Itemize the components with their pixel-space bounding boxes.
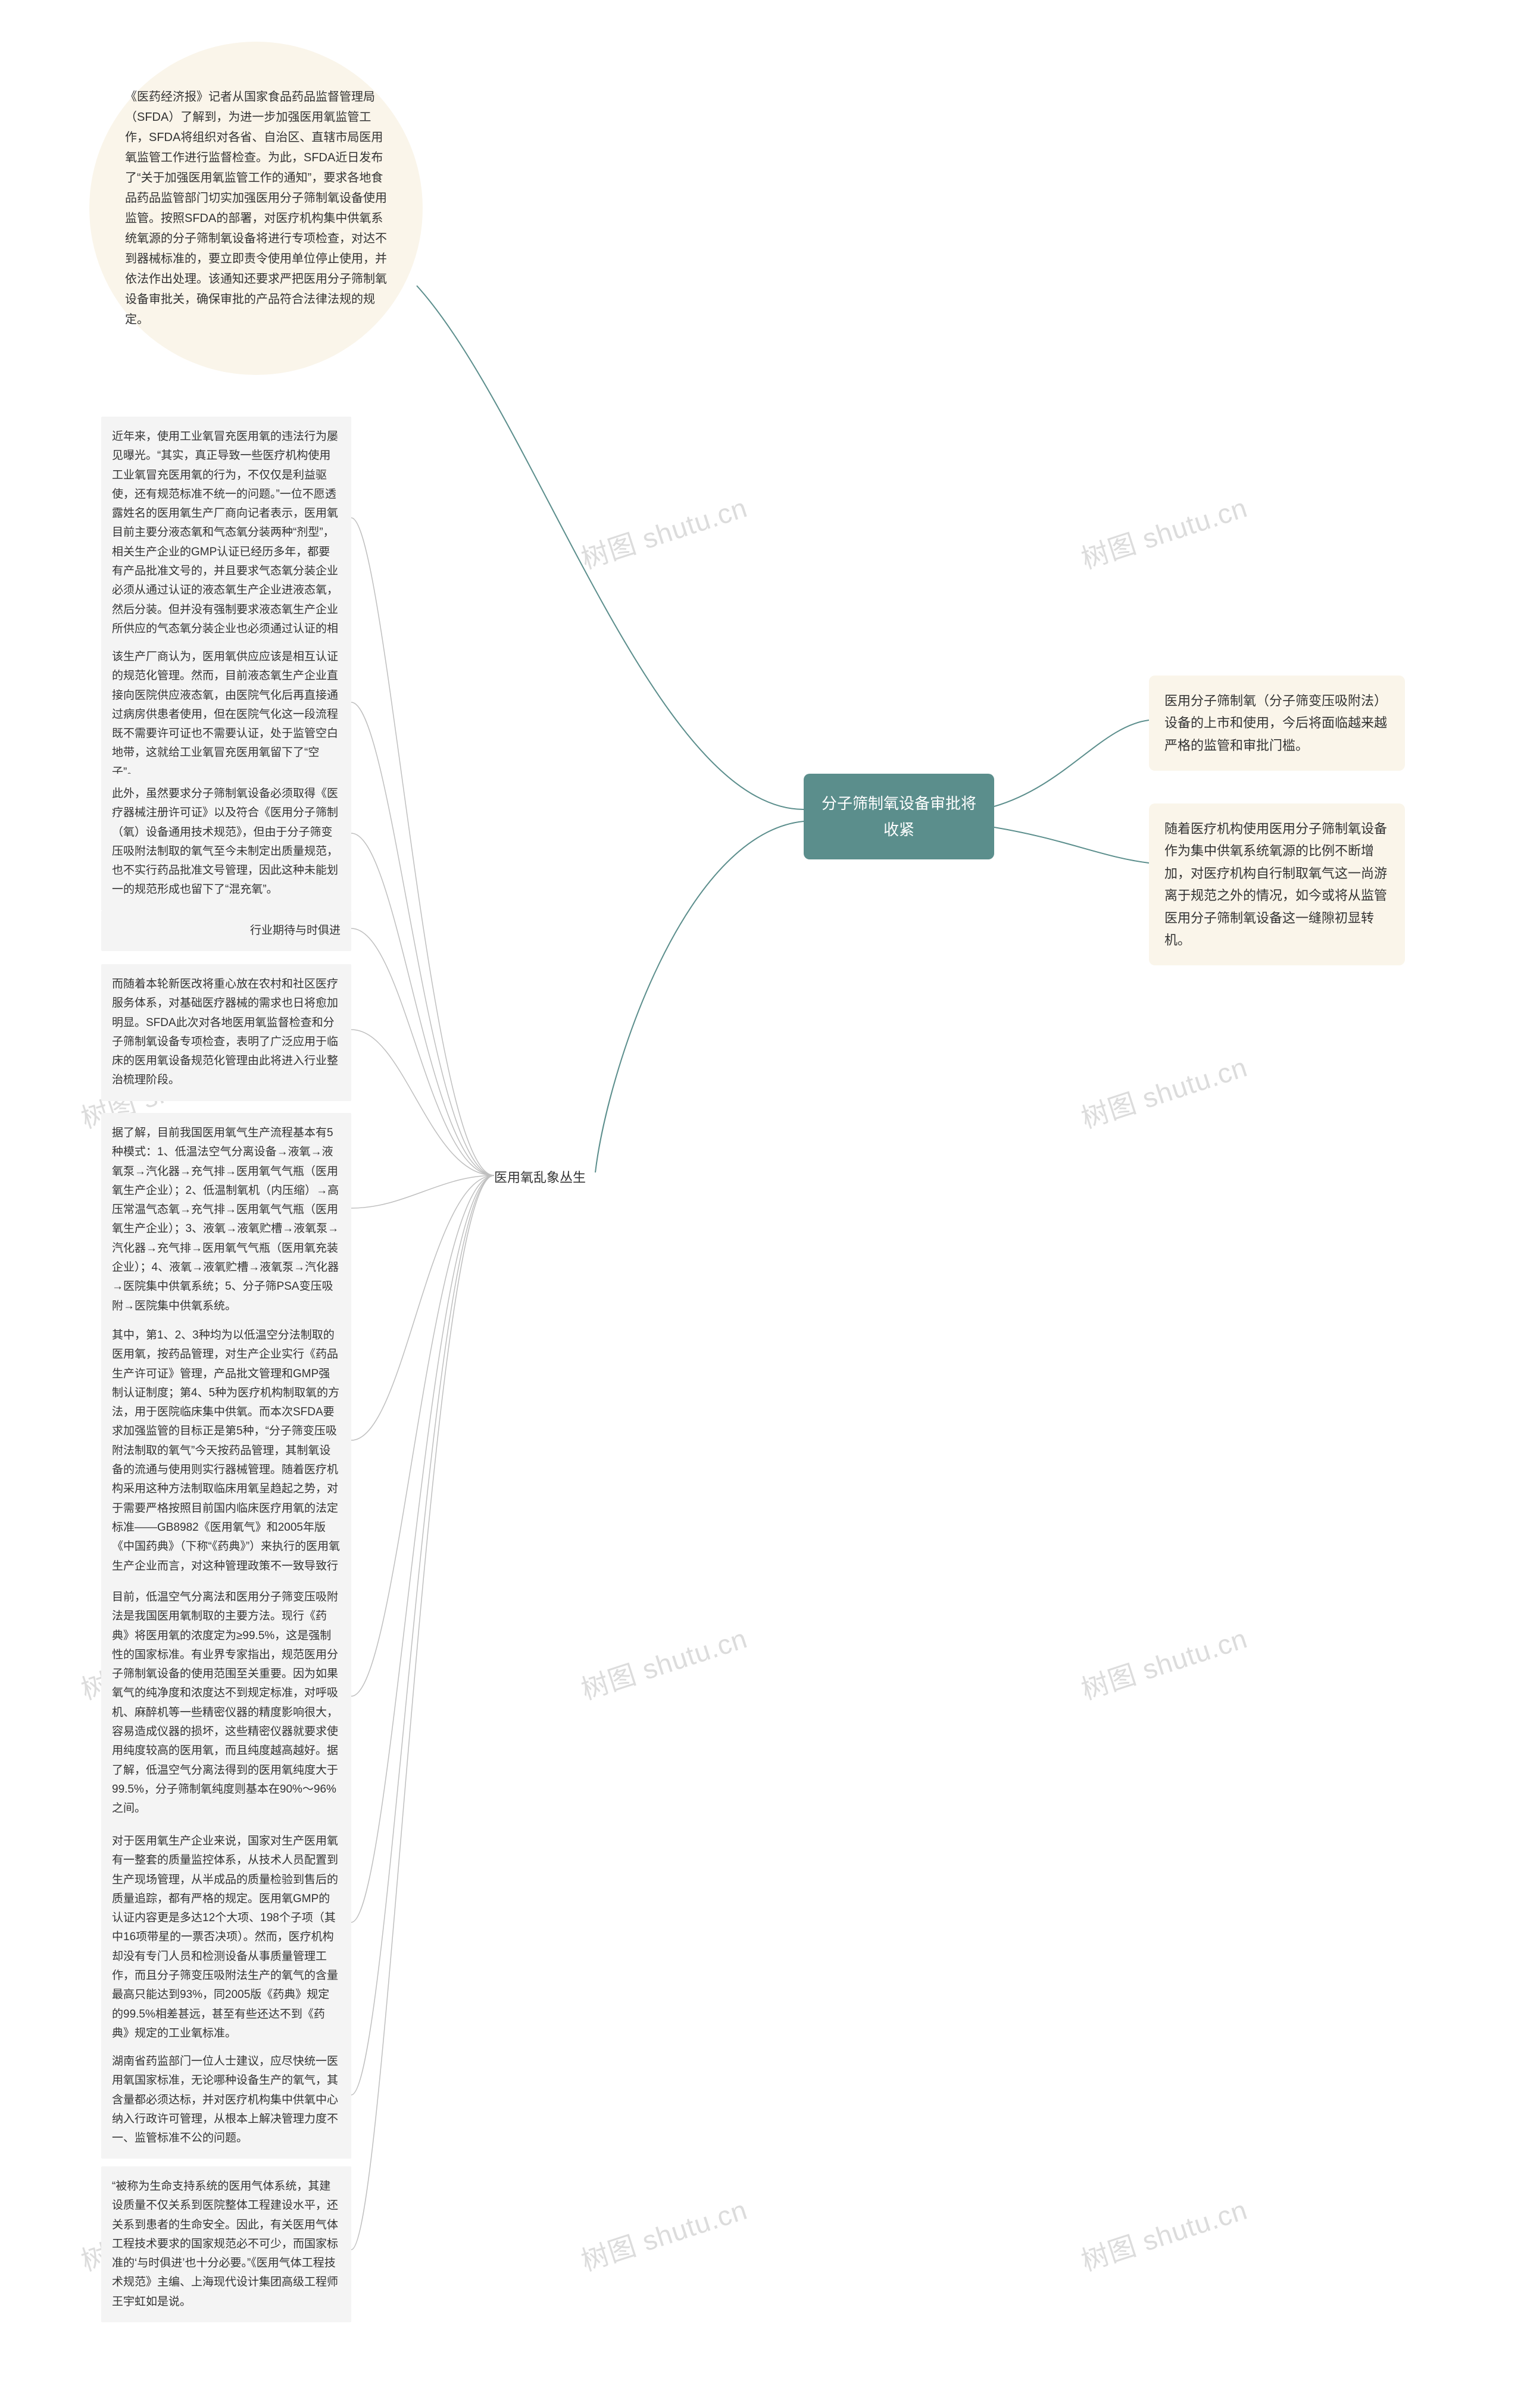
detail-box-5[interactable]: 据了解，目前我国医用氧气生产流程基本有5种模式：1、低温法空气分离设备→液氧→液… [101, 1113, 351, 1327]
center-topic[interactable]: 分子筛制氧设备审批将收紧 [804, 774, 994, 859]
section-label-text: 医用氧乱象丛生 [494, 1170, 586, 1185]
detail-box-9[interactable]: 湖南省药监部门一位人士建议，应尽快统一医用氧国家标准，无论哪种设备生产的氧气，其… [101, 2041, 351, 2159]
detail-text: 据了解，目前我国医用氧气生产流程基本有5种模式：1、低温法空气分离设备→液氧→液… [112, 1127, 339, 1312]
detail-box-6[interactable]: 其中，第1、2、3种均为以低温空分法制取的医用氧，按药品管理，对生产企业实行《药… [101, 1315, 351, 1606]
center-topic-text: 分子筛制氧设备审批将收紧 [822, 795, 976, 839]
detail-text: “被称为生命支持系统的医用气体系统，其建设质量不仅关系到医院整体工程建设水平，还… [112, 2180, 338, 2308]
watermark: 树图 shutu.cn [1076, 2188, 1252, 2279]
detail-box-10[interactable]: “被称为生命支持系统的医用气体系统，其建设质量不仅关系到医院整体工程建设水平，还… [101, 2166, 351, 2322]
detail-text: 近年来，使用工业氧冒充医用氧的违法行为屡见曝光。“其实，真正导致一些医疗机构使用… [112, 430, 338, 654]
right-note-1[interactable]: 医用分子筛制氧（分子筛变压吸附法）设备的上市和使用，今后将面临越来越严格的监管和… [1149, 676, 1405, 771]
watermark: 树图 shutu.cn [576, 1617, 752, 1708]
detail-box-7[interactable]: 目前，低温空气分离法和医用分子筛变压吸附法是我国医用氧制取的主要方法。现行《药典… [101, 1577, 351, 1830]
watermark: 树图 shutu.cn [1076, 1046, 1252, 1136]
section-label-chaos[interactable]: 医用氧乱象丛生 [494, 1167, 586, 1189]
watermark: 树图 shutu.cn [576, 2188, 752, 2279]
intro-bubble[interactable]: 《医药经济报》记者从国家食品药品监督管理局（SFDA）了解到，为进一步加强医用氧… [89, 42, 423, 375]
watermark: 树图 shutu.cn [1076, 486, 1252, 577]
intro-bubble-text: 《医药经济报》记者从国家食品药品监督管理局（SFDA）了解到，为进一步加强医用氧… [125, 87, 387, 330]
watermark: 树图 shutu.cn [576, 486, 752, 577]
detail-text: 其中，第1、2、3种均为以低温空分法制取的医用氧，按药品管理，对生产企业实行《药… [112, 1329, 340, 1591]
detail-box-1[interactable]: 该生产厂商认为，医用氧供应应该是相互认证的规范化管理。然而，目前液态氧生产企业直… [101, 637, 351, 793]
right-note-2-text: 随着医疗机构使用医用分子筛制氧设备作为集中供氧系统氧源的比例不断增加，对医疗机构… [1164, 821, 1387, 947]
detail-box-0[interactable]: 近年来，使用工业氧冒充医用氧的违法行为屡见曝光。“其实，真正导致一些医疗机构使用… [101, 417, 351, 669]
detail-text: 湖南省药监部门一位人士建议，应尽快统一医用氧国家标准，无论哪种设备生产的氧气，其… [112, 2055, 338, 2144]
detail-text: 目前，低温空气分离法和医用分子筛变压吸附法是我国医用氧制取的主要方法。现行《药典… [112, 1591, 338, 1815]
detail-text: 而随着本轮新医改将重心放在农村和社区医疗服务体系，对基础医疗器械的需求也日将愈加… [112, 978, 338, 1086]
right-note-2[interactable]: 随着医疗机构使用医用分子筛制氧设备作为集中供氧系统氧源的比例不断增加，对医疗机构… [1149, 803, 1405, 965]
right-note-1-text: 医用分子筛制氧（分子筛变压吸附法）设备的上市和使用，今后将面临越来越严格的监管和… [1164, 693, 1387, 753]
watermark: 树图 shutu.cn [1076, 1617, 1252, 1708]
detail-box-2[interactable]: 此外，虽然要求分子筛制氧设备必须取得《医疗器械注册许可证》以及符合《医用分子筛制… [101, 774, 351, 911]
detail-text: 此外，虽然要求分子筛制氧设备必须取得《医疗器械注册许可证》以及符合《医用分子筛制… [112, 787, 338, 896]
detail-text: 该生产厂商认为，医用氧供应应该是相互认证的规范化管理。然而，目前液态氧生产企业直… [112, 651, 338, 778]
detail-box-8[interactable]: 对于医用氧生产企业来说，国家对生产医用氧有一整套的质量监控体系，从技术人员配置到… [101, 1821, 351, 2054]
detail-box-3[interactable]: 行业期待与时俱进 [101, 911, 351, 951]
detail-text: 行业期待与时俱进 [250, 924, 341, 937]
detail-box-4[interactable]: 而随着本轮新医改将重心放在农村和社区医疗服务体系，对基础医疗器械的需求也日将愈加… [101, 964, 351, 1101]
detail-text: 对于医用氧生产企业来说，国家对生产医用氧有一整套的质量监控体系，从技术人员配置到… [112, 1835, 338, 2040]
